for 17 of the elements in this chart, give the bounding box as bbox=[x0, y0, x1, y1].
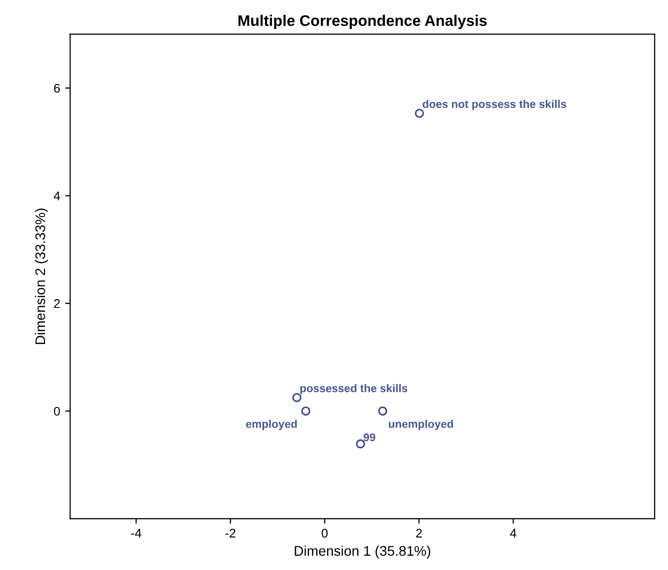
annotation: possessed the skills bbox=[300, 384, 408, 394]
chart-title: Multiple Correspondence Analysis bbox=[238, 14, 487, 30]
x-tick-label: 4 bbox=[510, 528, 516, 538]
annotation: 99 bbox=[364, 433, 376, 442]
y-axis-title: Dimension 2 (33.33%) bbox=[34, 208, 48, 344]
y-tick-label: 6 bbox=[54, 84, 60, 93]
x-tick-label: -2 bbox=[225, 528, 236, 538]
annotation: unemployed bbox=[388, 420, 453, 430]
annotation: employed bbox=[246, 420, 297, 430]
x-tick-label: 2 bbox=[416, 528, 422, 538]
x-tick-label: -4 bbox=[131, 528, 142, 538]
annotation: does not possess the skills bbox=[422, 100, 566, 110]
x-tick-label: 0 bbox=[322, 528, 328, 538]
x-axis-title: Dimension 1 (35.81%) bbox=[294, 546, 430, 559]
y-tick-label: 2 bbox=[54, 299, 60, 308]
y-tick-label: 0 bbox=[54, 406, 60, 416]
y-tick-label: 4 bbox=[54, 192, 60, 200]
